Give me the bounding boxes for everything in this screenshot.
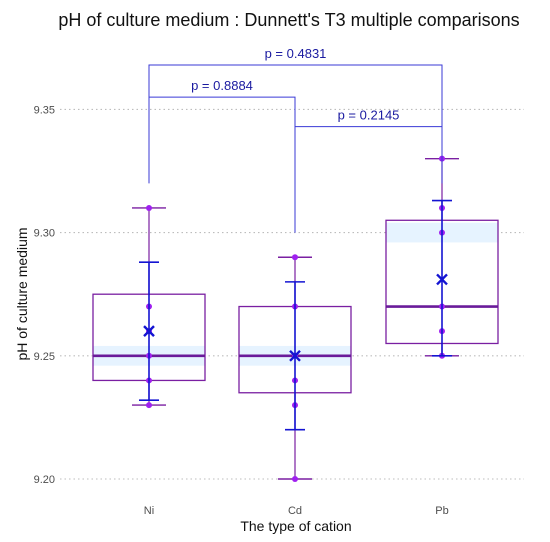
comparison-bracket xyxy=(148,96,296,233)
y-tick-label: 9.35 xyxy=(34,104,55,116)
y-tick-label: 9.25 xyxy=(34,351,55,363)
p-value-label: p = 0.4831 xyxy=(265,46,327,61)
x-tick-label: Pb xyxy=(435,505,448,517)
p-value-label: p = 0.2145 xyxy=(338,108,400,123)
data-point xyxy=(292,254,298,261)
comparison-brackets: p = 0.8884 p = 0.2145 p = 0.4831 xyxy=(148,46,443,233)
comparison-bracket xyxy=(294,126,443,233)
comparison-bracket xyxy=(148,64,443,159)
data-point xyxy=(146,204,152,211)
y-tick-labels: 9.20 9.25 9.30 9.35 xyxy=(34,104,55,486)
x-tick-label: Cd xyxy=(288,505,302,517)
x-tick-labels: Ni Cd Pb xyxy=(144,505,449,517)
mean-marker xyxy=(289,349,301,362)
mean-marker xyxy=(436,273,448,286)
chart-title: pH of culture medium : Dunnett's T3 mult… xyxy=(58,10,519,30)
y-axis-title: pH of culture medium xyxy=(14,227,30,360)
x-axis-title: The type of cation xyxy=(240,518,351,534)
y-tick-label: 9.30 xyxy=(34,228,55,240)
data-point xyxy=(146,402,152,409)
x-tick-label: Ni xyxy=(144,505,154,517)
mean-marker xyxy=(143,325,155,338)
mean-ci-markers xyxy=(139,199,452,431)
data-point xyxy=(292,476,298,482)
p-value-label: p = 0.8884 xyxy=(191,78,253,93)
y-tick-label: 9.20 xyxy=(34,474,55,486)
